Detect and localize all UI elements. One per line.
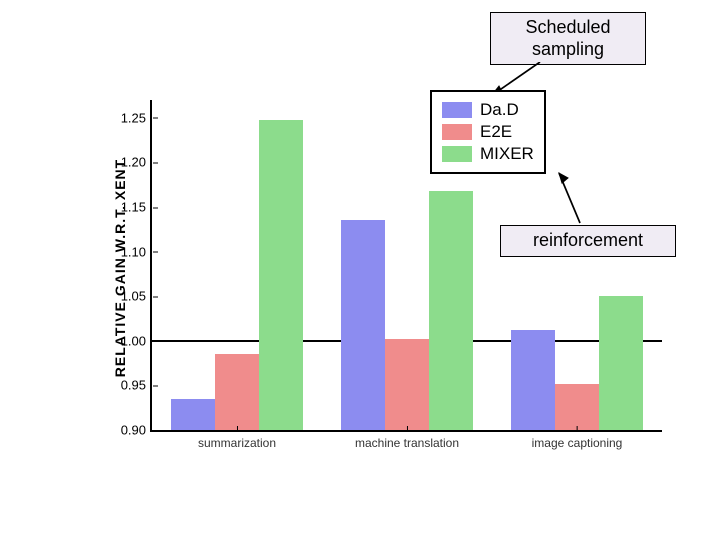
y-tick: 1.25 xyxy=(121,110,152,125)
legend-item: E2E xyxy=(442,122,534,142)
bar xyxy=(171,399,215,430)
bar xyxy=(511,330,555,430)
bar xyxy=(259,120,303,430)
bar xyxy=(599,296,643,430)
legend-label: Da.D xyxy=(480,100,519,120)
legend-item: Da.D xyxy=(442,100,534,120)
legend-swatch xyxy=(442,146,472,162)
y-tick: 1.20 xyxy=(121,155,152,170)
x-tick: image captioning xyxy=(532,430,623,450)
legend-label: MIXER xyxy=(480,144,534,164)
annotation-scheduled: Scheduled sampling xyxy=(490,12,646,65)
y-tick: 0.90 xyxy=(121,423,152,438)
legend-item: MIXER xyxy=(442,144,534,164)
legend-swatch xyxy=(442,124,472,140)
bar xyxy=(215,354,259,430)
y-tick: 1.10 xyxy=(121,244,152,259)
y-tick: 1.15 xyxy=(121,200,152,215)
chart-plot-area: 0.900.951.001.051.101.151.201.25summariz… xyxy=(150,100,662,432)
legend-label: E2E xyxy=(480,122,512,142)
bar xyxy=(429,191,473,430)
chart-legend: Da.DE2EMIXER xyxy=(430,90,546,174)
y-tick: 0.95 xyxy=(121,378,152,393)
y-tick: 1.05 xyxy=(121,289,152,304)
bar xyxy=(555,384,599,430)
x-tick: summarization xyxy=(198,430,276,450)
bar xyxy=(341,220,385,430)
bar xyxy=(385,339,429,430)
y-tick: 1.00 xyxy=(121,333,152,348)
legend-swatch xyxy=(442,102,472,118)
x-tick: machine translation xyxy=(355,430,459,450)
